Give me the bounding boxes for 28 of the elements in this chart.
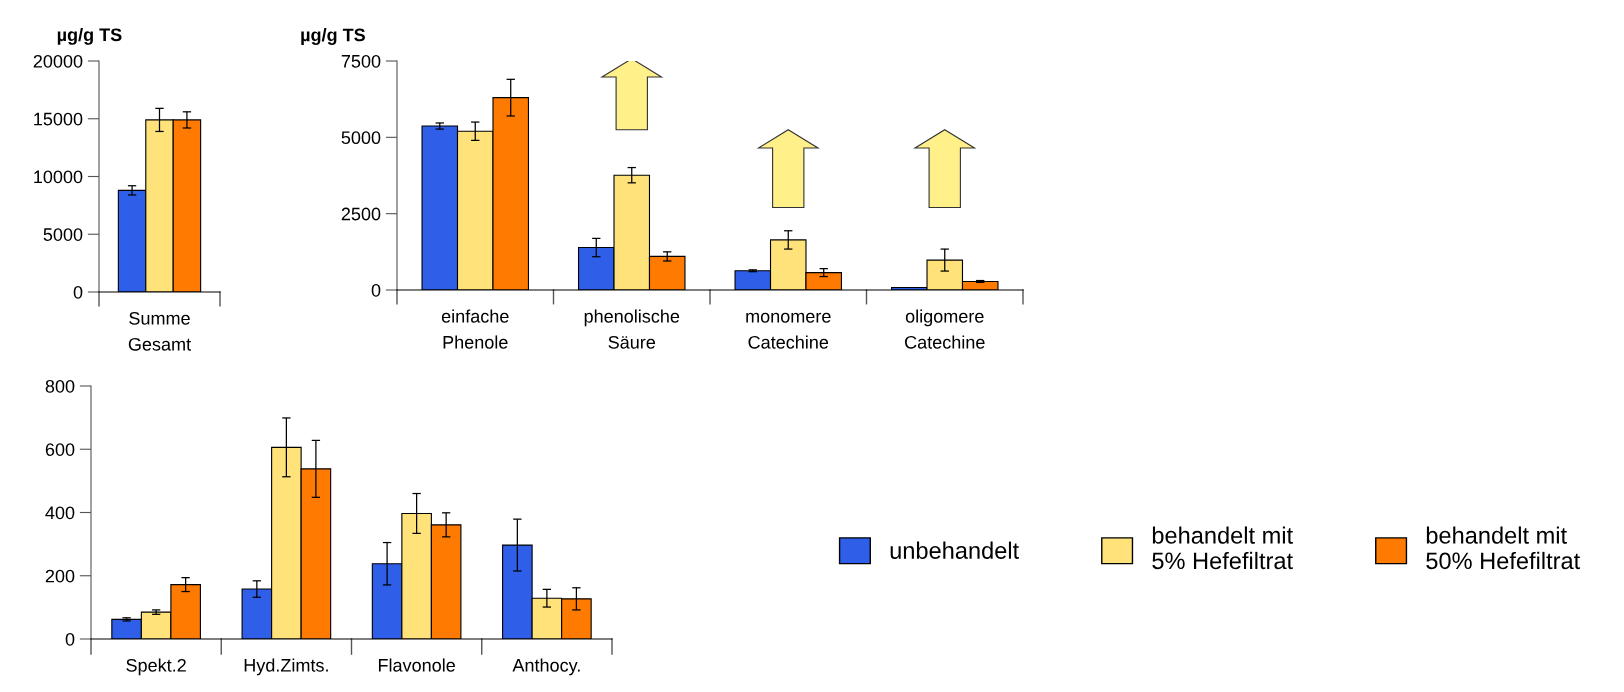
x-tick-label: phenolische Säure (584, 309, 680, 349)
y-tick-label: 200 (45, 569, 75, 583)
y-tick-label: 7500 (341, 54, 381, 68)
legend-label: unbehandelt (890, 541, 1019, 559)
x-tick-label: Flavonole (378, 658, 455, 672)
x-tick-label: einfache Phenole (441, 309, 509, 349)
y-tick-label: 5000 (43, 228, 83, 241)
y-tick-label: 10000 (34, 170, 83, 184)
x-tick-label: Summe Gesamt (128, 311, 191, 351)
y-tick-label: 0 (73, 285, 83, 299)
x-tick-label: oligomere Catechine (905, 309, 985, 349)
legend-label: behandelt mit 5% Hefefiltrat (1152, 526, 1293, 570)
x-tick-label: Spekt.2 (126, 658, 186, 676)
y-tick-label: 2500 (341, 207, 381, 221)
legend-label: behandelt mit 50% Hefefiltrat (1426, 526, 1581, 570)
y-axis-title: µg/g TS (57, 27, 122, 45)
y-tick-label: 0 (371, 283, 381, 297)
y-tick-label: 400 (45, 506, 75, 520)
y-tick-label: 0 (65, 632, 75, 646)
y-tick-label: 15000 (34, 112, 83, 126)
y-axis-title: µg/g TS (301, 28, 365, 45)
y-tick-label: 600 (45, 443, 75, 456)
x-tick-label: Anthocy. (512, 658, 580, 676)
x-tick-label: Hyd.Zimts. (244, 658, 328, 676)
y-tick-label: 800 (45, 379, 75, 393)
x-tick-label: monomere Catechine (746, 312, 831, 349)
y-tick-label: 5000 (341, 131, 381, 145)
y-tick-label: 20000 (33, 54, 83, 68)
